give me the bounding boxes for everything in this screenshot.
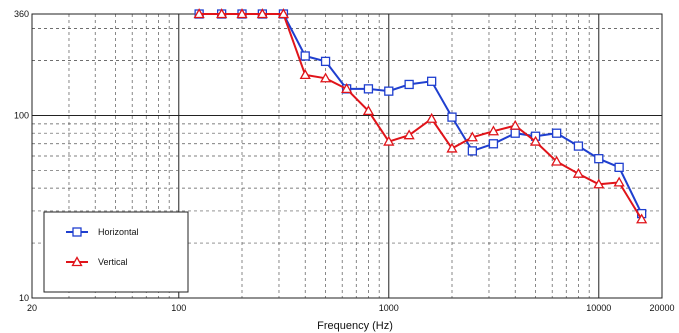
tick-labels: 20 100 1000 10000 20000 10 100 360 bbox=[14, 9, 675, 313]
data-point bbox=[573, 141, 584, 151]
data-point bbox=[572, 167, 585, 178]
plot-frame bbox=[31, 13, 663, 299]
data-point bbox=[488, 139, 499, 149]
y-tick-label: 360 bbox=[14, 9, 29, 19]
data-point bbox=[614, 162, 624, 172]
data-point bbox=[320, 56, 331, 67]
data-point bbox=[403, 129, 415, 140]
data-point bbox=[362, 105, 375, 116]
data-point bbox=[277, 8, 290, 19]
data-point bbox=[551, 128, 562, 138]
data-point bbox=[299, 69, 311, 80]
data-point bbox=[487, 125, 500, 136]
data-point bbox=[300, 51, 310, 61]
x-tick-label: 10000 bbox=[586, 303, 611, 313]
legend-marker bbox=[71, 256, 83, 267]
data-point bbox=[426, 112, 438, 123]
legend-marker bbox=[72, 227, 82, 237]
data-point bbox=[383, 135, 395, 146]
data-point bbox=[636, 213, 648, 224]
data-point bbox=[467, 146, 478, 156]
data-point bbox=[594, 154, 604, 164]
data-point bbox=[509, 119, 521, 130]
x-tick-label: 1000 bbox=[379, 303, 399, 313]
series-line bbox=[199, 13, 643, 220]
x-tick-label: 20 bbox=[27, 303, 37, 313]
legend: Horizontal Vertical bbox=[43, 211, 189, 293]
data-point bbox=[551, 155, 563, 166]
data-point bbox=[363, 84, 374, 94]
data-point bbox=[466, 131, 478, 142]
data-point bbox=[341, 83, 353, 94]
legend-item-horizontal: Horizontal bbox=[66, 227, 139, 237]
legend-box bbox=[43, 211, 189, 293]
legend-label: Vertical bbox=[98, 257, 128, 267]
data-point bbox=[256, 8, 268, 19]
legend-item-vertical: Vertical bbox=[66, 256, 128, 267]
x-axis-title: Frequency (Hz) bbox=[317, 320, 393, 332]
data-point bbox=[426, 76, 437, 86]
data-point bbox=[613, 176, 625, 187]
data-point bbox=[319, 72, 332, 83]
data-point bbox=[510, 128, 520, 138]
legend-label: Horizontal bbox=[98, 227, 139, 237]
y-tick-label: 10 bbox=[19, 293, 29, 303]
data-point bbox=[193, 8, 205, 19]
data-point bbox=[236, 8, 248, 19]
series-vertical bbox=[193, 8, 648, 224]
data-point bbox=[216, 8, 228, 19]
series-layer bbox=[193, 8, 648, 224]
data-point bbox=[446, 142, 458, 153]
data-point bbox=[384, 86, 394, 96]
y-tick-label: 100 bbox=[14, 111, 29, 121]
data-point bbox=[404, 79, 414, 90]
x-tick-label: 100 bbox=[171, 303, 186, 313]
x-tick-label: 20000 bbox=[649, 303, 674, 313]
data-point bbox=[529, 135, 542, 146]
data-point bbox=[593, 178, 605, 189]
data-point bbox=[447, 112, 457, 122]
